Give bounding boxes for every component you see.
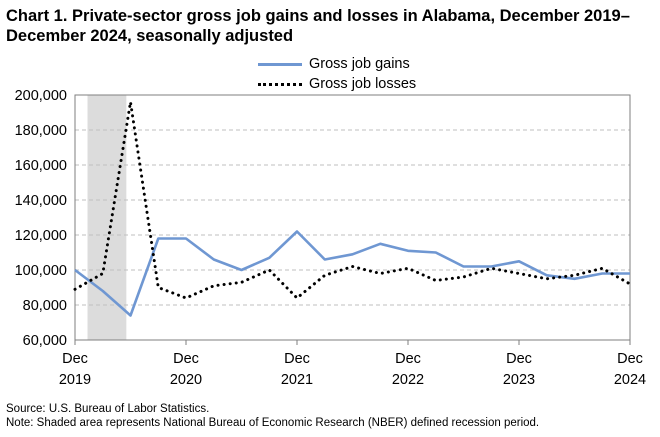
legend-swatch-losses xyxy=(258,82,302,86)
x-tick-year: 2022 xyxy=(392,372,424,388)
x-tick-month: Dec xyxy=(62,351,88,367)
x-axis-ticks: Dec 2019 Dec 2020 Dec 2021 Dec 2022 Dec 2023 Dec 20… xyxy=(59,340,646,388)
y-tick-label: 120,000 xyxy=(15,228,67,244)
legend-label-gains: Gross job gains xyxy=(309,56,410,72)
series-line-gross-job-gains xyxy=(74,230,630,317)
x-tick-year: 2021 xyxy=(281,372,313,388)
legend-swatch-gains xyxy=(258,62,302,66)
x-tick-month: Dec xyxy=(617,351,643,367)
source-note: Source: U.S. Bureau of Labor Statistics. xyxy=(6,403,210,415)
y-axis-ticks: 60,000 80,000 100,000 120,000 140,000 160,000… xyxy=(15,88,67,349)
x-tick-year: 2019 xyxy=(59,372,91,388)
x-tick-month: Dec xyxy=(173,351,199,367)
y-tick-label: 160,000 xyxy=(15,158,67,174)
y-tick-label: 80,000 xyxy=(23,298,67,314)
x-tick-month: Dec xyxy=(506,351,532,367)
recession-layer xyxy=(87,95,127,340)
x-tick-month: Dec xyxy=(395,351,421,367)
x-tick-year: 2024 xyxy=(614,372,646,388)
legend-item-gains: Gross job gains xyxy=(258,54,416,74)
footer: Source: U.S. Bureau of Labor Statistics.… xyxy=(6,402,539,430)
x-tick-year: 2023 xyxy=(503,372,535,388)
legend-label-losses: Gross job losses xyxy=(309,76,417,92)
legend-item-losses: Gross job losses xyxy=(258,74,416,94)
x-tick-month: Dec xyxy=(284,351,310,367)
y-tick-label: 200,000 xyxy=(15,88,67,104)
x-tick-year: 2020 xyxy=(170,372,202,388)
plot-area-frame xyxy=(74,94,631,341)
legend: Gross job gains Gross job losses xyxy=(258,54,416,94)
series-line-gross-job-losses xyxy=(73,100,632,300)
y-tick-label: 60,000 xyxy=(23,333,67,349)
chart-title: Chart 1. Private-sector gross job gains … xyxy=(6,7,630,45)
recession-note: Note: Shaded area represents National Bu… xyxy=(6,417,540,429)
y-tick-label: 100,000 xyxy=(15,263,67,279)
series-layer xyxy=(73,100,632,317)
recession-shading xyxy=(87,95,127,340)
y-tick-label: 180,000 xyxy=(15,123,67,139)
y-tick-label: 140,000 xyxy=(15,193,67,209)
